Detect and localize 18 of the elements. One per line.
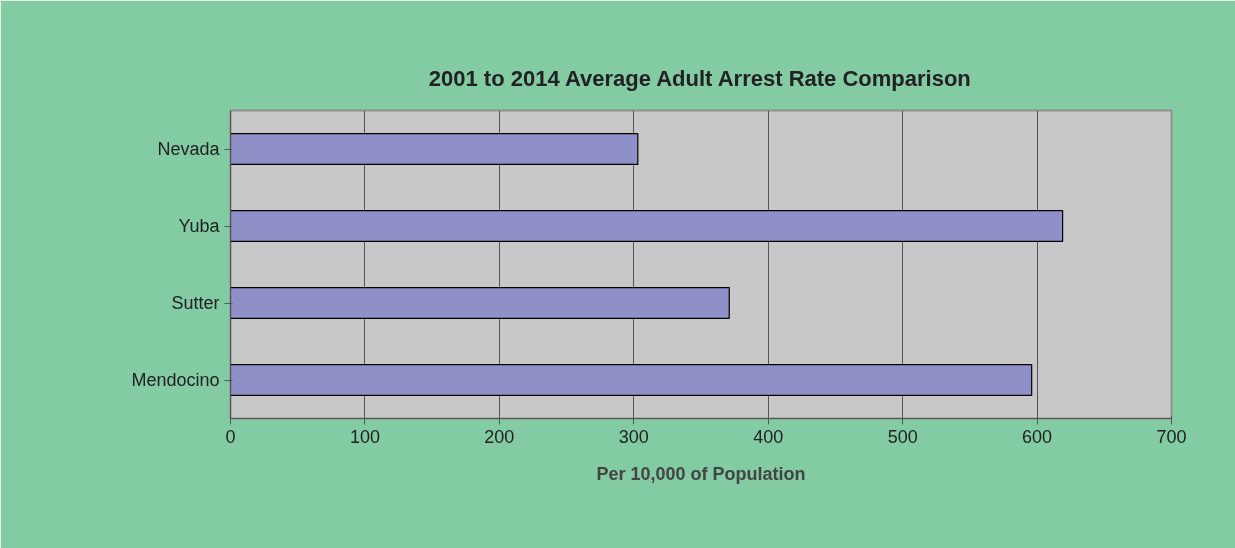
x-tick-label: 100: [349, 426, 380, 447]
y-tick-label: Yuba: [178, 216, 221, 236]
bar: [230, 133, 639, 165]
x-tick-label: 600: [1022, 426, 1053, 447]
x-tick-label: 700: [1156, 426, 1187, 447]
x-axis-title: Per 10,000 of Population: [596, 463, 806, 484]
x-tick-label: 400: [753, 426, 784, 447]
x-tick-label: 300: [618, 426, 649, 447]
y-tick-label: Sutter: [171, 293, 220, 313]
y-tick-label: Mendocino: [131, 370, 220, 390]
bar: [230, 364, 1033, 396]
x-tick-label: 0: [225, 426, 236, 447]
x-tick-label: 200: [484, 426, 515, 447]
y-tick-label: Nevada: [157, 139, 221, 159]
x-tick-label: 500: [887, 426, 918, 447]
bar: [230, 287, 730, 319]
chart-title: 2001 to 2014 Average Adult Arrest Rate Comparison: [428, 65, 971, 91]
bar: [230, 210, 1064, 242]
